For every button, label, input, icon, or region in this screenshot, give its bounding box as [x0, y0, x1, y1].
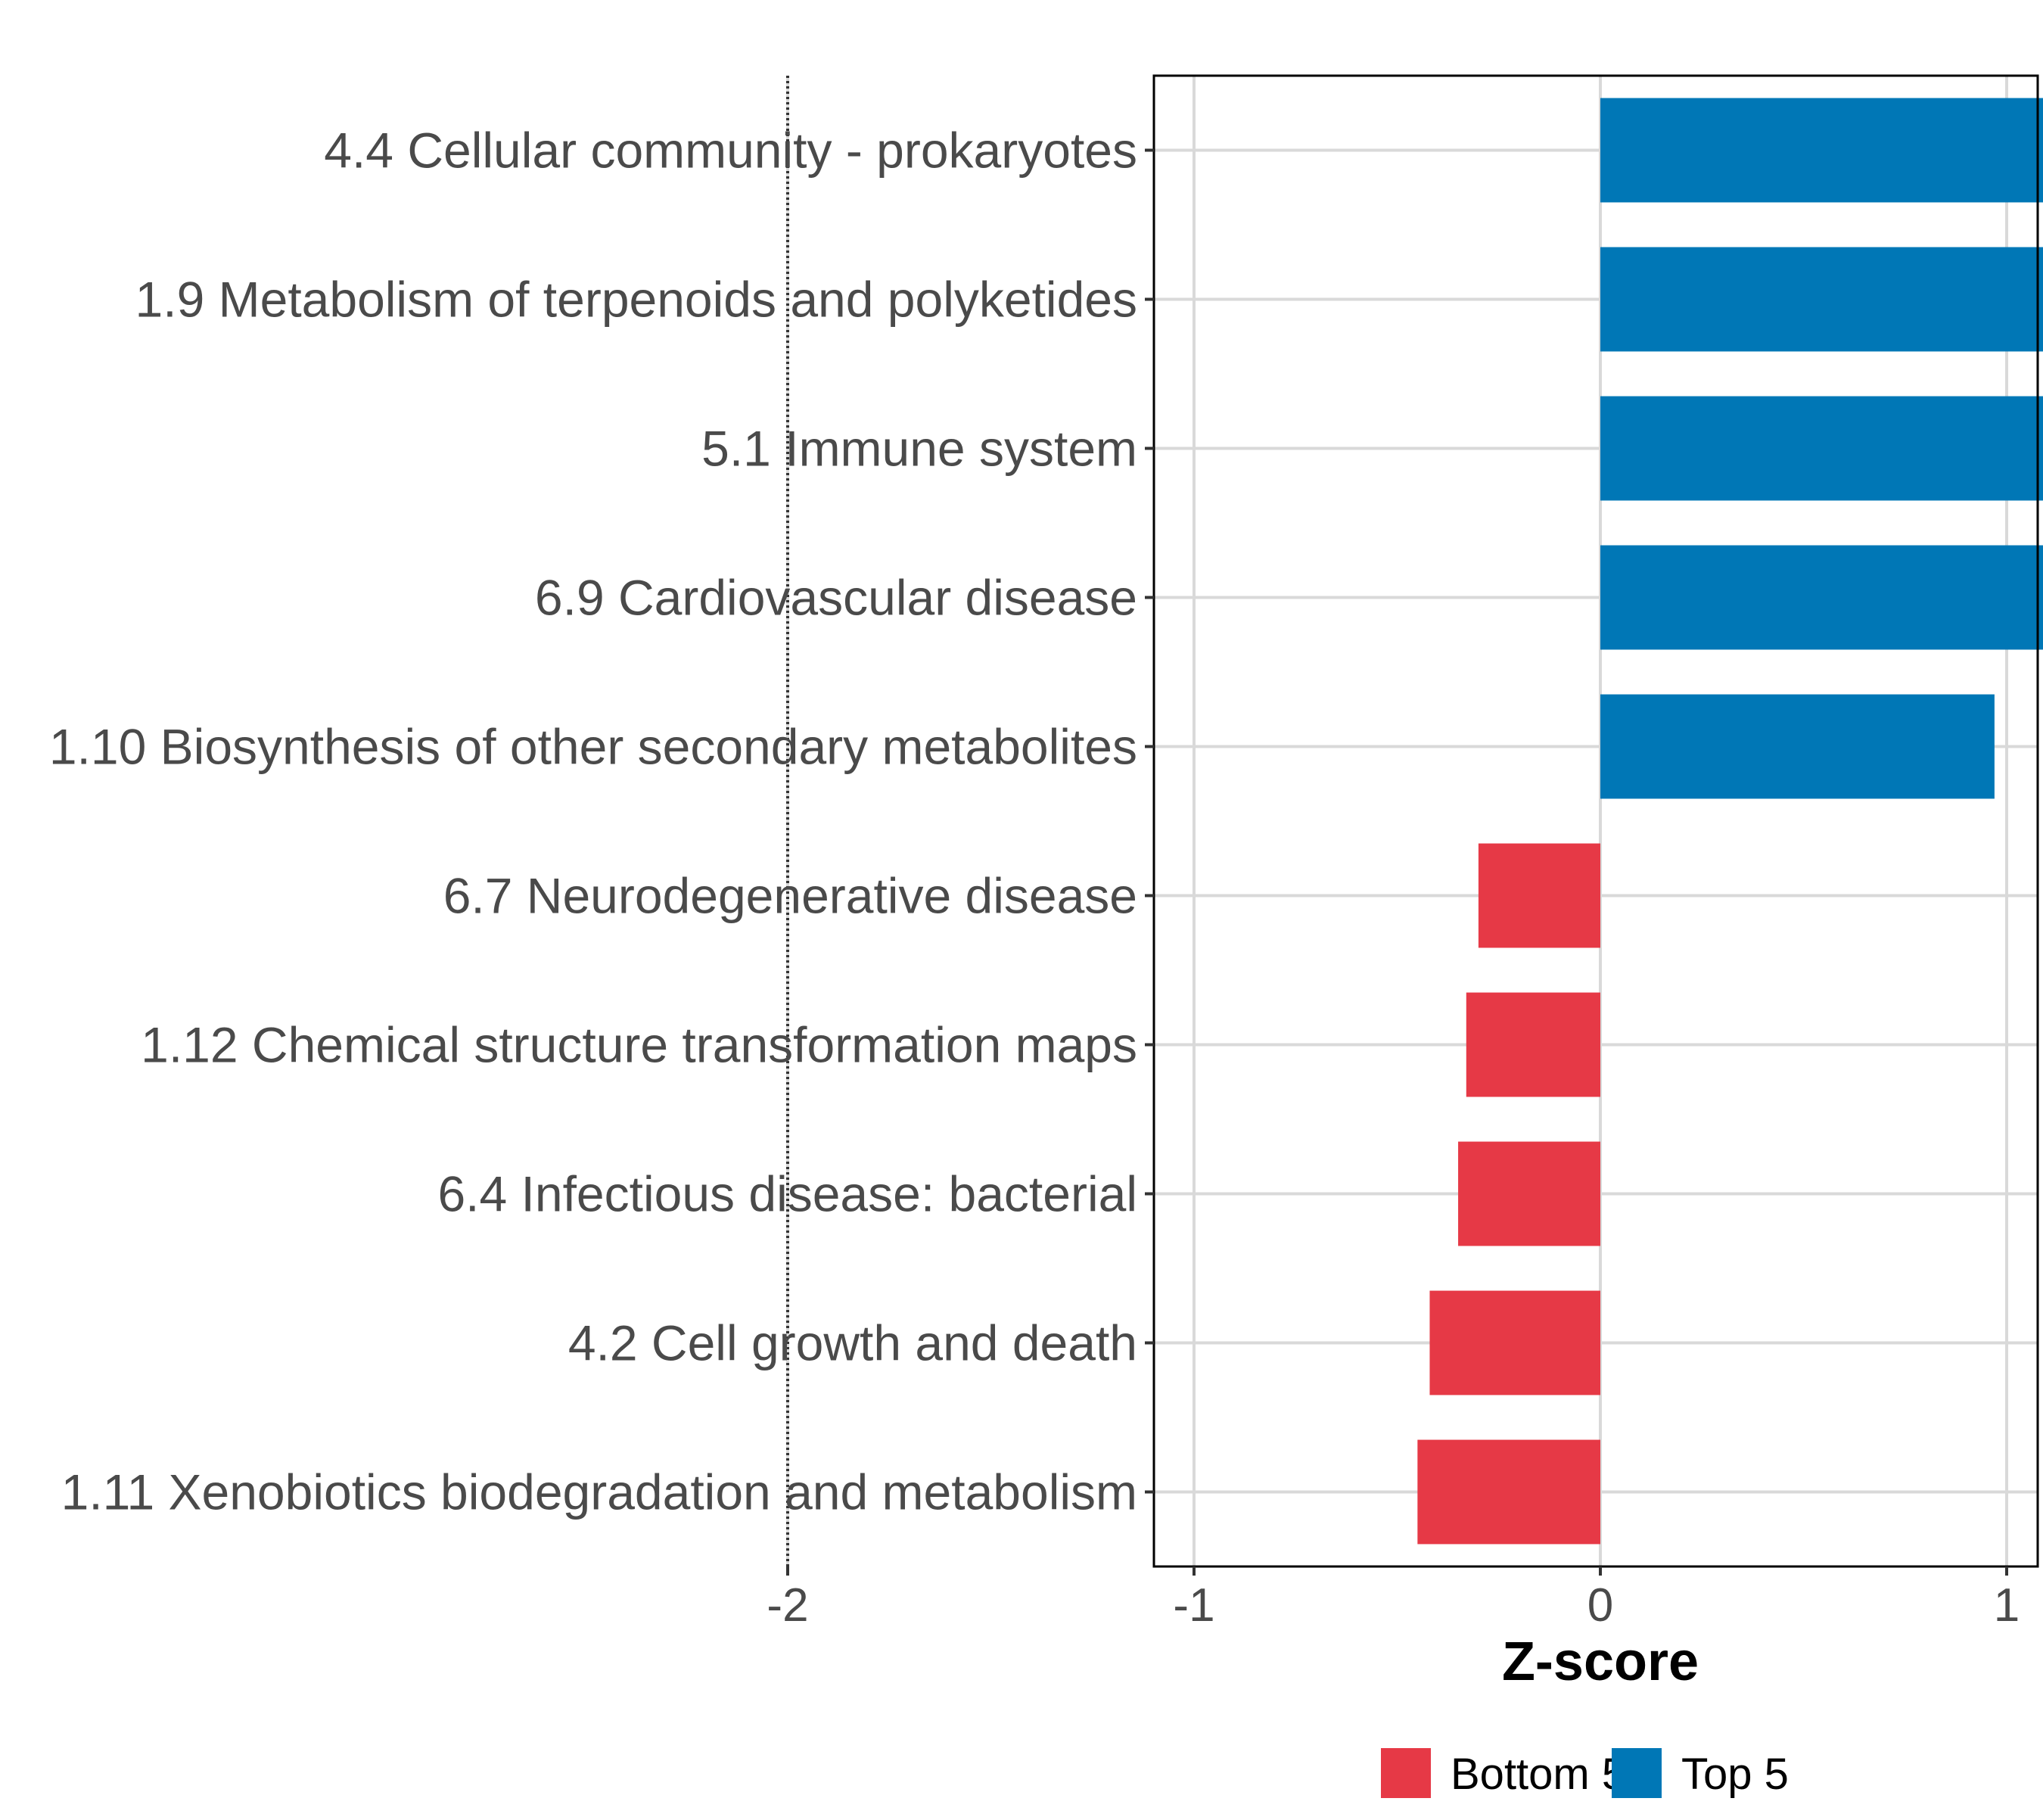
x-axis-title: Z-score	[1502, 1632, 1699, 1692]
category-label-3: 6.9 Cardiovascular disease	[535, 570, 1137, 626]
bar-1	[1600, 247, 2043, 352]
category-label-7: 6.4 Infectious disease: bacterial	[437, 1166, 1137, 1222]
x-tick-label-2: 0	[1587, 1579, 1613, 1632]
bar-5	[1478, 843, 1600, 948]
bar-6	[1466, 992, 1600, 1097]
y-axis: 4.4 Cellular community - prokaryotes 1.9 …	[49, 123, 1154, 1520]
bar-4	[1600, 694, 1995, 799]
bar-3	[1600, 545, 2043, 650]
bar-7	[1458, 1141, 1600, 1246]
category-label-8: 4.2 Cell growth and death	[568, 1315, 1137, 1371]
x-tick-label-3: 1	[1994, 1579, 2020, 1632]
legend-label-0: Bottom 5	[1451, 1750, 1626, 1799]
x-tick-label-0: -2	[767, 1579, 808, 1632]
category-label-0: 4.4 Cellular community - prokaryotes	[324, 123, 1137, 179]
x-axis: -2-1012	[767, 1566, 2020, 1632]
category-label-9: 1.11 Xenobiotics biodegradation and meta…	[61, 1464, 1137, 1520]
bar-0	[1600, 98, 2043, 203]
x-tick-label-1: -1	[1173, 1579, 1214, 1632]
legend-swatch-0	[1381, 1748, 1431, 1798]
bar-8	[1429, 1290, 1600, 1395]
bar-2	[1600, 396, 2043, 501]
category-label-6: 1.12 Chemical structure transformation m…	[141, 1017, 1137, 1073]
legend: Bottom 5 Top 5	[1381, 1748, 1789, 1799]
plot-panel-border	[1152, 74, 2039, 1568]
category-label-2: 5.1 Immune system	[701, 421, 1137, 477]
legend-swatch-1	[1612, 1748, 1662, 1798]
bar-layer	[1417, 98, 2043, 1545]
category-label-5: 6.7 Neurodegenerative disease	[443, 868, 1137, 924]
legend-label-1: Top 5	[1681, 1750, 1789, 1799]
category-label-1: 1.9 Metabolism of terpenoids and polyket…	[135, 272, 1137, 328]
category-label-4: 1.10 Biosynthesis of other secondary met…	[49, 719, 1137, 775]
bar-9	[1417, 1439, 1600, 1545]
